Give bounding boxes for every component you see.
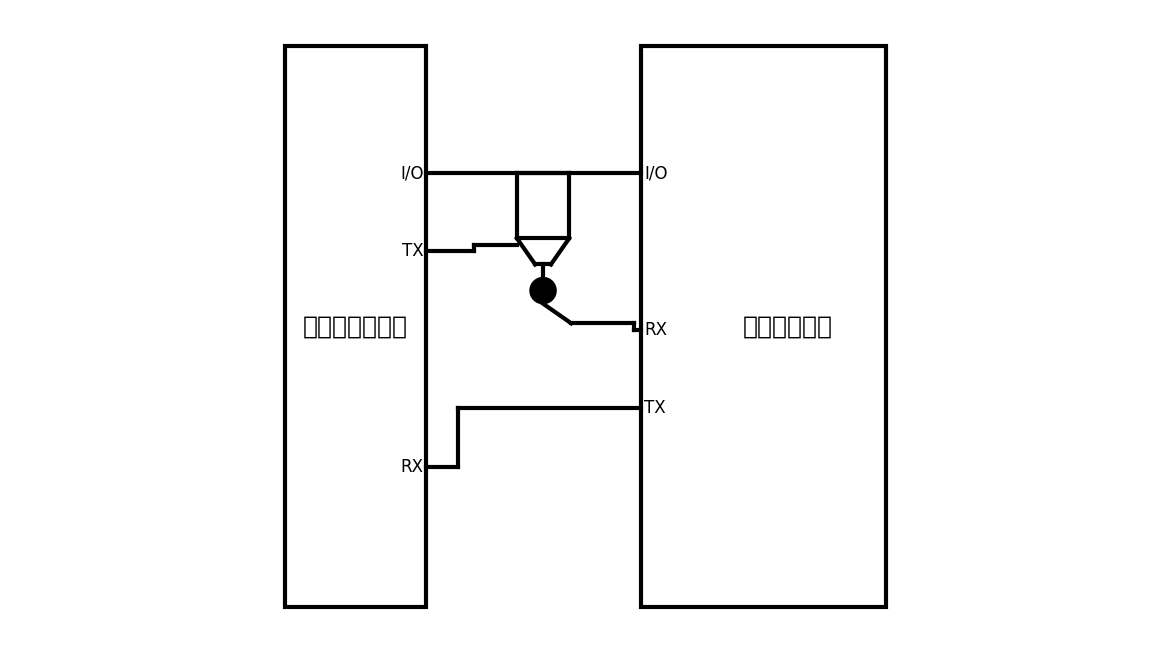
Text: TX: TX [644,399,666,417]
Bar [641,46,886,607]
Text: RX: RX [644,321,667,339]
Text: 调试测试单元: 调试测试单元 [742,315,833,338]
Bar [285,46,425,607]
Text: TX: TX [402,242,424,261]
Text: RX: RX [400,458,424,476]
Text: I/O: I/O [644,164,667,182]
Text: I/O: I/O [400,164,424,182]
Circle shape [530,278,556,304]
Text: 无线传感器节点: 无线传感器节点 [303,315,408,338]
